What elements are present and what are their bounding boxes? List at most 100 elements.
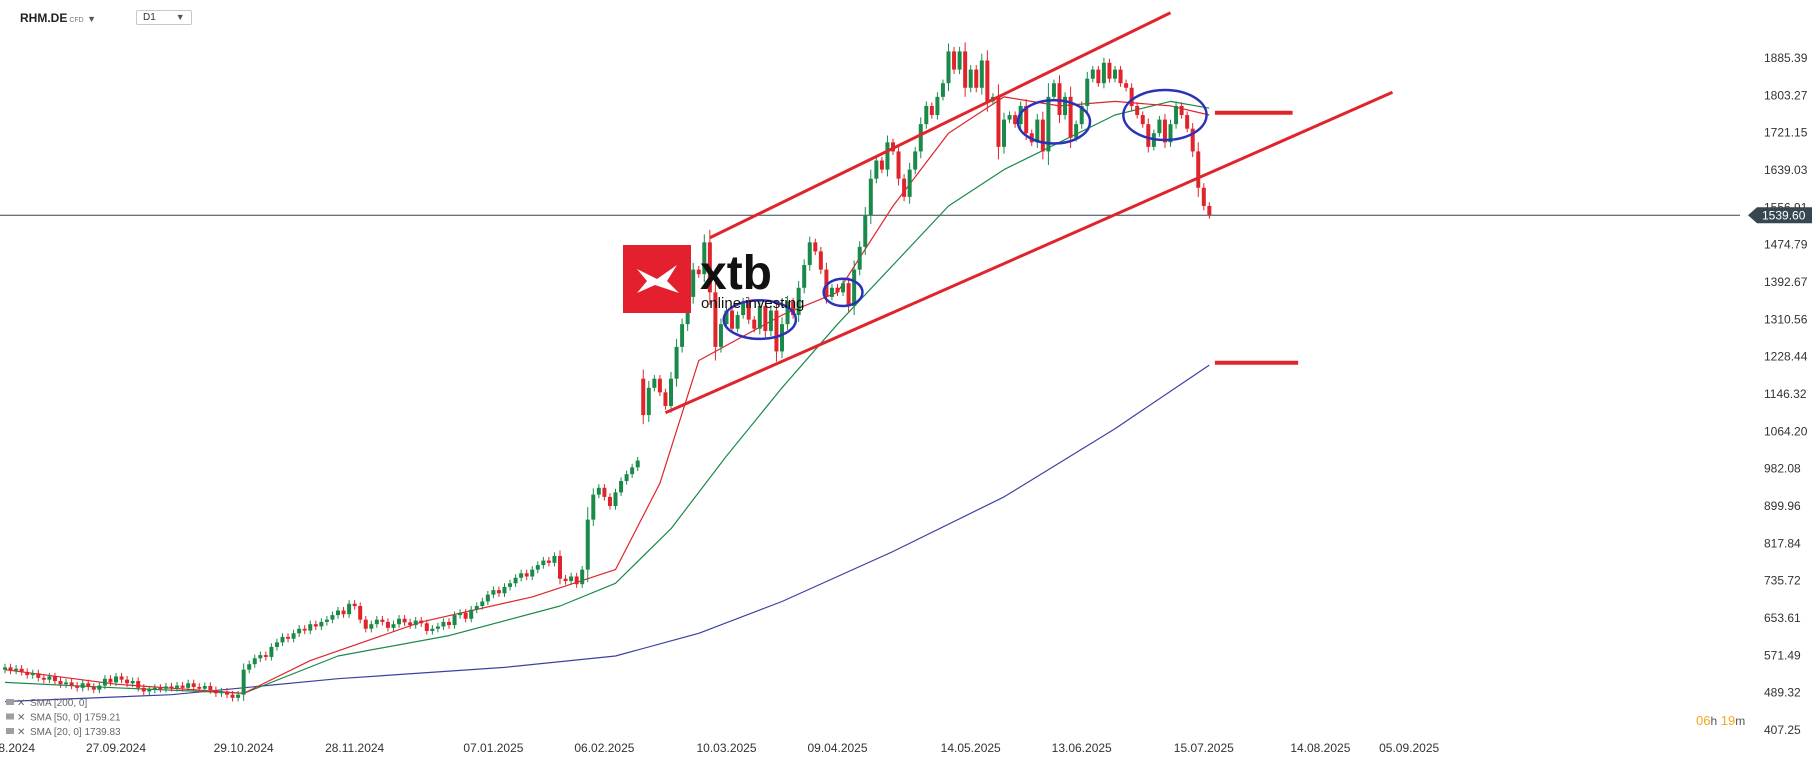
candle-body: [935, 96, 940, 116]
legend-label: SMA [20, 0] 1739.83: [30, 727, 121, 738]
candle-body: [80, 683, 85, 688]
candle-body: [1096, 69, 1101, 84]
candle-body: [352, 603, 357, 607]
candle: [469, 606, 474, 623]
candle: [441, 618, 446, 631]
candle: [524, 569, 529, 581]
candle: [374, 616, 379, 628]
candle-body: [97, 685, 102, 690]
price-tick-label: 1228.44: [1764, 350, 1808, 364]
candle-body: [435, 626, 440, 629]
date-tick-label: 09.04.2025: [807, 741, 867, 755]
candle: [929, 102, 934, 119]
price-tick-label: 899.96: [1764, 499, 1801, 513]
candle: [558, 550, 562, 585]
date-tick-label: 05.09.2025: [1379, 741, 1439, 755]
candle: [341, 606, 346, 618]
candle-body: [213, 690, 218, 694]
candle-body: [657, 378, 662, 393]
chevron-down-icon[interactable]: ▼: [87, 13, 96, 24]
candle-body: [41, 677, 46, 680]
candle: [796, 280, 801, 322]
candle: [14, 665, 19, 675]
sma200-line: [4, 364, 1210, 703]
candle-body: [158, 687, 163, 690]
candle: [69, 678, 74, 690]
price-tick-label: 982.08: [1764, 462, 1801, 476]
candle: [591, 488, 596, 526]
candle: [807, 236, 812, 271]
candle-body: [419, 620, 424, 624]
candle-body: [669, 378, 673, 406]
candle: [1090, 65, 1095, 83]
candle-body: [485, 594, 490, 602]
legend-item: ✕ SMA [50, 0] 1759.21: [6, 713, 121, 724]
candle-body: [225, 691, 229, 695]
timeframe-select[interactable]: D1 ▼: [136, 10, 192, 25]
candle: [1174, 101, 1179, 129]
candle: [180, 681, 185, 692]
candle: [757, 300, 762, 335]
candle-body: [125, 679, 130, 684]
candle: [330, 611, 335, 624]
candle: [824, 262, 829, 304]
candle-body: [580, 569, 585, 585]
candle-body: [757, 305, 762, 329]
candle: [108, 675, 113, 687]
candle-body: [674, 346, 679, 379]
candle-body: [985, 60, 990, 102]
candle: [841, 279, 846, 296]
highlight-circle: [822, 277, 864, 308]
candle: [1101, 57, 1106, 89]
candle-body: [469, 609, 474, 619]
candle: [286, 633, 291, 643]
candle: [674, 338, 679, 387]
candle-body: [852, 269, 857, 306]
candle-body: [25, 671, 30, 676]
candle: [946, 43, 951, 92]
candle: [369, 620, 374, 633]
candle: [30, 669, 35, 679]
candle-body: [1024, 105, 1029, 134]
candle-body: [957, 51, 962, 70]
sma20-line: [4, 96, 1210, 694]
candle-body: [835, 287, 840, 293]
price-tick-label: 1721.15: [1764, 126, 1808, 140]
candle-body: [663, 392, 668, 406]
candle: [657, 375, 662, 396]
candle: [691, 262, 696, 304]
candle-body: [180, 685, 185, 688]
candle-body: [519, 573, 524, 578]
candle: [313, 620, 318, 631]
candle: [924, 101, 929, 129]
candle-body: [768, 310, 773, 331]
candle-body: [1196, 151, 1201, 188]
sma50-line: [4, 100, 1210, 694]
candle-body: [713, 292, 718, 347]
candle-body: [14, 668, 19, 671]
candle-body: [1113, 69, 1117, 79]
symbol-label: RHM.DE: [20, 10, 68, 25]
candle: [1146, 118, 1151, 153]
candle-body: [236, 694, 241, 698]
candle-body: [846, 283, 851, 306]
candle: [125, 676, 130, 687]
candle-body: [363, 619, 368, 629]
candle: [136, 677, 141, 692]
candle-body: [1157, 119, 1162, 134]
candle-body: [530, 569, 535, 577]
candle: [508, 579, 513, 591]
candle: [935, 92, 940, 120]
instrument-selector[interactable]: RHM.DE CFD ▼: [20, 11, 96, 25]
candle: [718, 318, 723, 353]
candle-body: [347, 603, 352, 615]
candle: [169, 682, 174, 692]
candle: [141, 684, 146, 696]
candle-body: [508, 583, 513, 587]
candle-body: [718, 324, 723, 347]
candle: [474, 602, 479, 614]
candle-body: [391, 624, 396, 628]
candle: [119, 672, 124, 684]
candle-body: [596, 487, 601, 495]
